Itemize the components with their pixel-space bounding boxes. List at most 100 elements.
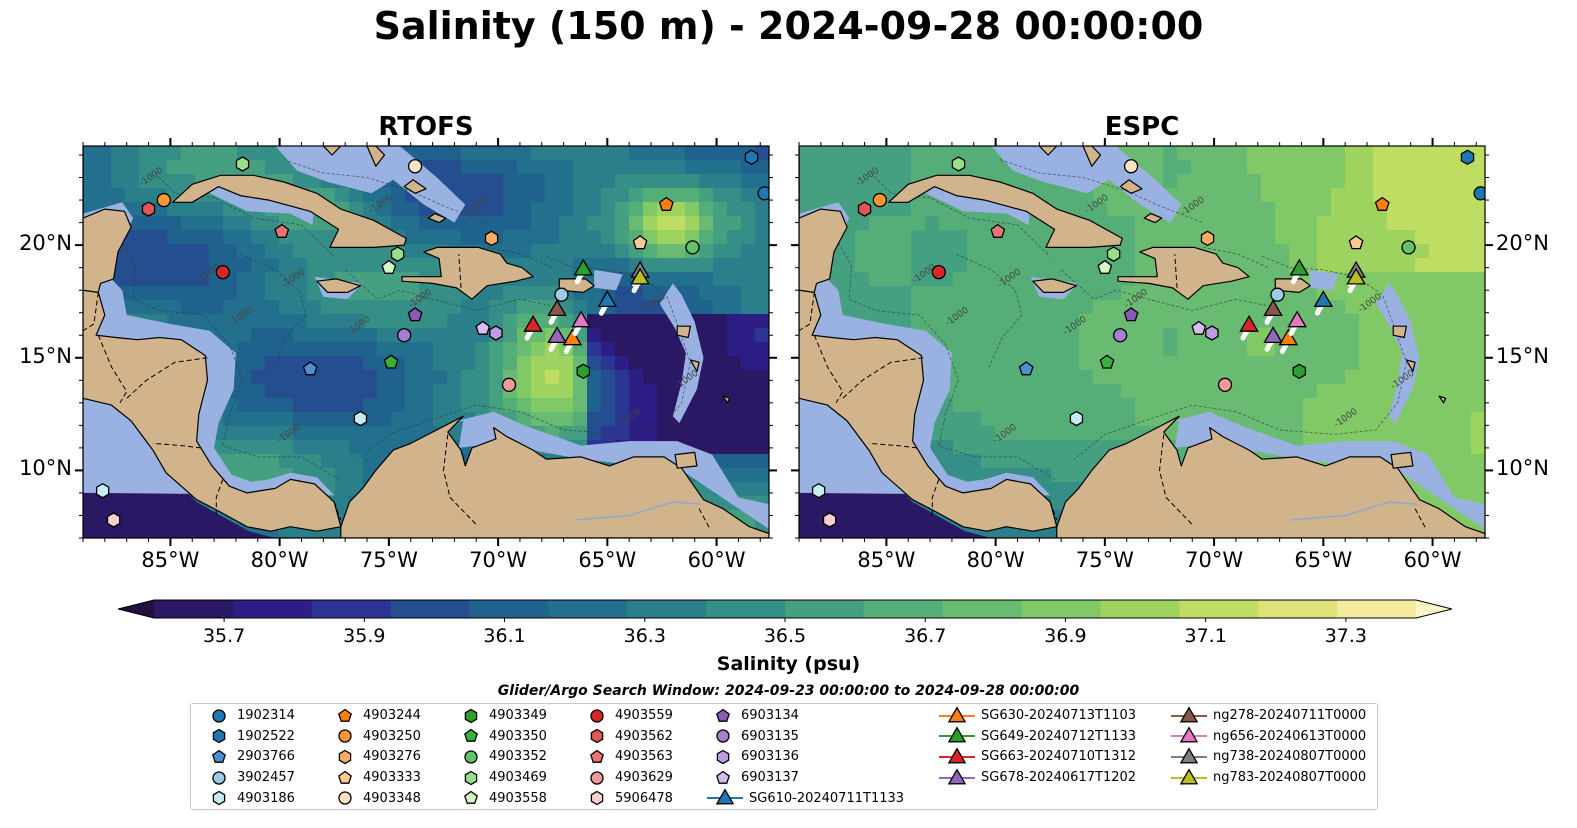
country-border-1 <box>813 335 844 404</box>
land-barbados <box>1438 395 1447 404</box>
glider-SG678-20240617T1202 <box>1263 326 1283 344</box>
lon-tick-label: 70°W <box>1185 548 1244 572</box>
legend-item: SG678-20240617T1202 <box>937 767 1136 788</box>
argo-legend-icon <box>464 728 478 743</box>
legend-marker <box>716 729 730 743</box>
colorbar <box>118 599 1452 622</box>
colorbar-extend-low <box>118 600 154 618</box>
colorbar-segment <box>1337 600 1417 618</box>
legend-marker <box>716 708 730 722</box>
colorbar-tick-label: 35.9 <box>343 625 386 647</box>
colorbar-segment <box>232 600 313 618</box>
argo-float-4903349 <box>576 363 591 380</box>
lon-tick-label: 65°W <box>578 548 637 572</box>
argo-float-4903352 <box>685 240 700 255</box>
legend-item: 4903250 <box>327 726 421 747</box>
legend-marker <box>1179 705 1199 722</box>
argo-float-4903558 <box>381 259 397 274</box>
shelf-virgin <box>1310 269 1339 291</box>
legend-marker <box>947 705 967 722</box>
argo-float-4903186 <box>95 482 110 499</box>
map-ticks <box>75 138 777 546</box>
land-bahamas-4 <box>427 212 447 224</box>
map-frame <box>82 145 770 539</box>
glider-SG649-20240712T1133 <box>573 258 594 276</box>
legend-item: SG630-20240713T1103 <box>937 705 1136 726</box>
isobath-1000-6 <box>956 253 1023 367</box>
legend-label: 3902457 <box>237 770 295 786</box>
argo-float-6903136 <box>1205 325 1219 341</box>
land-hispaniola <box>401 246 534 300</box>
legend-label: 2903766 <box>237 749 295 765</box>
legend-item: SG649-20240712T1133 <box>937 726 1136 747</box>
argo-legend-icon <box>338 749 352 765</box>
legend-label: 6903136 <box>741 749 799 765</box>
argo-legend-icon <box>212 770 226 785</box>
legend-item: 4903244 <box>327 705 421 726</box>
country-border-3 <box>868 442 918 449</box>
argo-float-5906478 <box>106 512 121 528</box>
isobath-1000-3 <box>358 256 691 460</box>
legend-marker <box>716 749 730 765</box>
legend-marker <box>590 749 604 763</box>
legend-label: 4903562 <box>615 728 673 744</box>
isobath-1000-2 <box>344 269 553 311</box>
argo-float-4903559 <box>931 265 946 280</box>
colorbar-segment <box>390 600 471 618</box>
colorbar-segment <box>1100 600 1180 618</box>
legend-marker <box>590 708 604 723</box>
argo-legend-icon <box>212 708 226 723</box>
argo-legend-icon <box>590 749 604 763</box>
legend-marker <box>212 770 226 785</box>
legend-marker <box>212 749 226 763</box>
argo-legend-icon <box>716 708 730 722</box>
lat-tick-label-left: 20°N <box>19 231 72 256</box>
country-border-6 <box>1158 434 1193 525</box>
argo-float-4903244 <box>1374 196 1390 211</box>
land-central-america <box>799 146 1485 538</box>
land-yucatan <box>799 146 848 293</box>
colorbar-tick-label: 37.3 <box>1324 625 1368 647</box>
map-panel-espc[interactable]: -1000 -1000 -1000 -1000 -1000 -1000 -1000 -1000… <box>791 138 1493 546</box>
legend-marker <box>338 749 352 765</box>
argo-float-6903137 <box>1191 320 1207 335</box>
panel-title-rtofs: RTOFS <box>378 112 474 142</box>
lon-tick-label: 70°W <box>469 548 528 572</box>
argo-float-4903558 <box>1097 259 1113 274</box>
land-bahamas-2 <box>1082 146 1102 167</box>
lat-tick-label-right: 15°N <box>1496 343 1549 368</box>
legend-label: 4903629 <box>615 770 673 786</box>
argo-float-6903137 <box>475 320 491 335</box>
glider-legend-icon <box>1171 705 1207 722</box>
argo-float-6903134 <box>407 307 423 322</box>
shelf-lesser-antilles <box>1375 283 1420 424</box>
glider-SG663-20240710T1312 <box>1239 314 1259 332</box>
figure-title: Salinity (150 m) - 2024-09-28 00:00:00 <box>373 4 1204 48</box>
legend-item: SG610-20240711T1133 <box>705 788 904 809</box>
argo-float-4903469 <box>235 156 250 172</box>
argo-float-4903186 <box>1069 410 1084 427</box>
legend-label: SG630-20240713T1103 <box>981 708 1137 723</box>
isobath-1000-0 <box>93 233 339 480</box>
isobath-1000-5 <box>1203 247 1269 269</box>
map-frame <box>798 145 1486 539</box>
colorbar-tick-label: 36.5 <box>763 625 807 647</box>
country-border-8 <box>1174 254 1178 288</box>
legend-item: 4903629 <box>579 767 673 788</box>
shelf-virgin <box>594 269 623 291</box>
argo-legend-icon <box>338 770 352 784</box>
argo-float-4903348 <box>407 159 423 174</box>
legend-item: 3902457 <box>201 767 295 788</box>
argo-float-4903276 <box>1200 230 1215 247</box>
colorbar-segment <box>311 600 392 618</box>
argo-legend-icon <box>464 770 478 785</box>
colorbar-tick-label: 36.9 <box>1044 625 1087 647</box>
shelf-lesser-antilles <box>659 283 704 424</box>
legend-label: 6903134 <box>741 708 799 723</box>
isobath-1000-4 <box>283 159 488 223</box>
land-jamaica <box>1032 278 1078 293</box>
lon-tick-label: 75°W <box>1075 548 1134 572</box>
legend-item: 4903333 <box>327 767 421 788</box>
shelf-venezuela <box>447 411 769 529</box>
map-panel-rtofs[interactable]: -1000 -1000 -1000 -1000 -1000 -1000 -1000 -1000… <box>75 138 777 546</box>
